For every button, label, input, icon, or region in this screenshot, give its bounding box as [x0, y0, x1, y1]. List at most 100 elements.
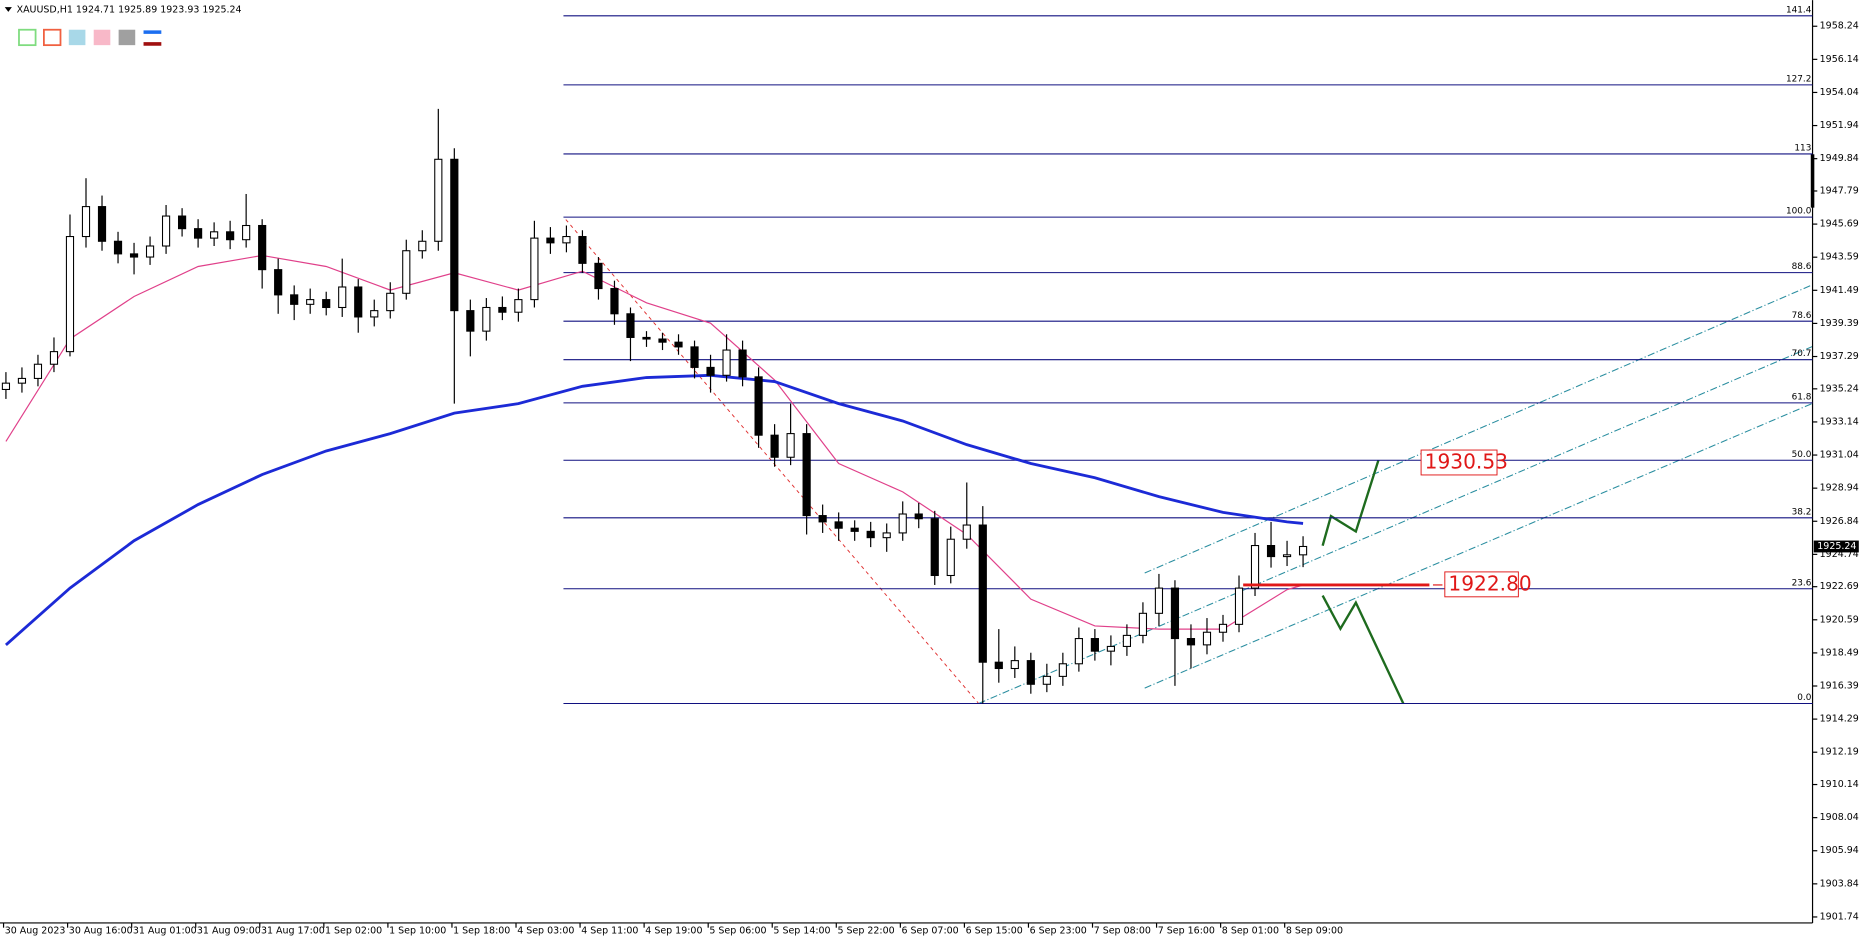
indicator-icons [18, 28, 162, 47]
candle-body [850, 527, 859, 532]
candle-body [386, 292, 395, 312]
candle [418, 230, 427, 259]
candle [1186, 624, 1196, 669]
candle-body [17, 377, 27, 384]
candle-body [1138, 612, 1148, 636]
icon[interactable] [68, 29, 86, 46]
x-tick-label: 4 Sep 11:00 [581, 926, 638, 937]
candle-body [658, 338, 667, 343]
icon[interactable] [43, 28, 62, 47]
candle [1298, 536, 1308, 568]
candle-body [129, 253, 139, 258]
candle-body [354, 286, 363, 318]
y-tick-label: 1916.39 [1820, 681, 1859, 692]
candle [466, 299, 475, 357]
candle [81, 178, 91, 248]
candle [866, 521, 875, 548]
candle-body [1106, 645, 1115, 652]
candle [338, 258, 347, 317]
candle [674, 334, 683, 355]
moving-average [4, 373, 1304, 646]
candle [546, 227, 555, 254]
y-tick-label: 1920.59 [1820, 614, 1859, 625]
candle-body [402, 250, 411, 294]
icon[interactable] [18, 28, 37, 47]
candle [145, 236, 155, 265]
candle-body [194, 228, 203, 239]
candle [754, 367, 763, 448]
annotation-box [1444, 571, 1519, 598]
price-marker-label: 1925.24 [1817, 541, 1856, 552]
candle-body [177, 215, 187, 230]
x-tick-label: 1 Sep 02:00 [325, 926, 382, 937]
candle-body [1218, 623, 1228, 633]
fib-label: 113 [1794, 144, 1811, 154]
menu-arrow[interactable] [4, 7, 12, 12]
candle [33, 354, 43, 387]
candle-body [258, 224, 267, 271]
x-tick-label: 5 Sep 06:00 [709, 926, 766, 937]
candle-body [786, 433, 795, 458]
x-tick-label: 6 Sep 07:00 [902, 926, 959, 937]
x-tick-label: 8 Sep 09:00 [1286, 926, 1343, 937]
candle [1282, 540, 1292, 567]
x-tick-label: 31 Aug 09:00 [197, 926, 261, 937]
channel-line [1144, 284, 1813, 574]
projection-up [1321, 459, 1380, 547]
candle-body [514, 299, 523, 313]
candle [930, 510, 939, 585]
candle [1026, 652, 1035, 694]
candle [370, 299, 379, 327]
candle [658, 332, 667, 351]
x-tick-label: 30 Aug 2023 [5, 926, 66, 937]
candle [962, 482, 971, 549]
fib-label: 0.0 [1797, 693, 1811, 703]
x-tick-label: 4 Sep 03:00 [517, 926, 574, 937]
y-tick-label: 1905.94 [1820, 845, 1859, 856]
channel-line [978, 345, 1813, 704]
candle [1234, 575, 1244, 633]
candle [914, 502, 923, 529]
x-tick-label: 31 Aug 01:00 [133, 926, 197, 937]
y-tick-label: 1949.84 [1820, 153, 1859, 164]
candle-body [226, 231, 235, 241]
candle [498, 296, 507, 321]
candle [706, 354, 715, 393]
fib-label: 88.6 [1792, 262, 1812, 272]
candle-body [930, 518, 939, 577]
candle [1138, 602, 1148, 644]
candle-body [274, 269, 283, 296]
candle-body [978, 524, 987, 663]
candle [129, 242, 139, 275]
projection-down [1321, 594, 1405, 705]
icon[interactable] [118, 29, 136, 46]
candle [578, 230, 587, 273]
candle [530, 220, 539, 308]
candle-body [1186, 638, 1196, 646]
candle-body [754, 376, 763, 436]
candle-body [674, 341, 683, 348]
y-tick-label: 1928.94 [1820, 483, 1859, 494]
y-tick-label: 1918.49 [1820, 647, 1859, 658]
candle-body [994, 661, 1003, 670]
candle [258, 219, 267, 289]
candle-body [97, 206, 107, 242]
y-tick-label: 1933.14 [1820, 416, 1859, 427]
candle [450, 148, 459, 404]
candle [898, 501, 907, 541]
x-tick-label: 7 Sep 08:00 [1094, 926, 1151, 937]
candle-body [546, 237, 555, 244]
fib-label: 100.0 [1786, 207, 1812, 217]
candle [1010, 646, 1019, 678]
candle-body [1042, 675, 1051, 685]
annotation-label: 1922.80 [1448, 571, 1531, 595]
annotation-label: 1930.53 [1425, 450, 1508, 474]
candle [946, 526, 955, 584]
candle-body [338, 286, 347, 309]
x-tick-label: 30 Aug 16:00 [69, 926, 133, 937]
x-tick-label: 6 Sep 15:00 [966, 926, 1023, 937]
candle [402, 239, 411, 300]
icon[interactable] [93, 29, 111, 46]
candle-body [962, 524, 971, 540]
candle [226, 220, 235, 250]
